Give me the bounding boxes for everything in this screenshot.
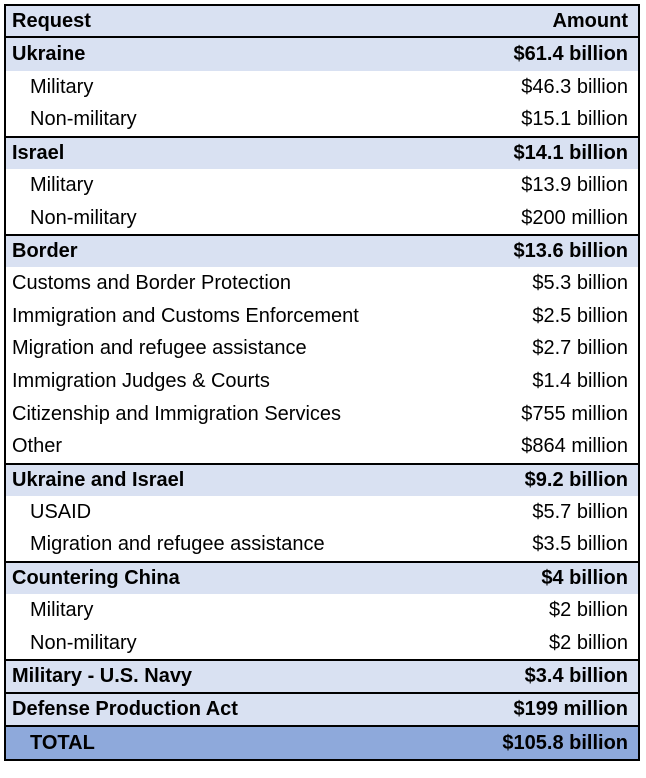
table-row: Migration and refugee assistance $3.5 bi… [6,529,638,562]
row-label: Migration and refugee assistance [30,533,325,556]
row-label: Non-military [30,206,137,229]
table-row: Other $864 million [6,430,638,463]
table-row: Customs and Border Protection $5.3 billi… [6,267,638,300]
table-header: Request Amount [6,6,638,38]
category-label: Israel [12,142,65,165]
category-row-border: Border $13.6 billion [6,234,638,268]
table-row: Military $2 billion [6,594,638,627]
category-amount: $13.6 billion [513,240,628,263]
total-amount: $105.8 billion [502,731,628,754]
row-amount: $15.1 billion [521,108,628,131]
row-label: Military [30,75,94,98]
row-label: Immigration Judges & Courts [12,369,270,392]
row-label: Citizenship and Immigration Services [12,402,342,425]
category-label: Border [12,240,78,263]
category-amount: $199 million [513,698,629,721]
table-row: Migration and refugee assistance $2.7 bi… [6,333,638,366]
category-label: Ukraine [12,43,86,65]
row-label: Military [30,598,94,621]
table-row: Military $13.9 billion [6,169,638,202]
category-label: Ukraine and Israel [12,468,185,491]
row-amount: $2 billion [549,598,628,621]
category-row-defense-production-act: Defense Production Act $199 million [6,692,638,726]
table-row: Non-military $2 billion [6,627,638,660]
header-request: Request [12,9,91,32]
row-amount: $46.3 billion [521,75,628,98]
table-row: Immigration and Customs Enforcement $2.5… [6,300,638,333]
table-row: Citizenship and Immigration Services $75… [6,398,638,431]
category-amount: $14.1 billion [513,142,628,165]
category-label: Defense Production Act [12,698,238,721]
row-amount: $2 billion [549,631,628,654]
table-row: Non-military $200 million [6,202,638,235]
category-row-countering-china: Countering China $4 billion [6,561,638,595]
category-label: Countering China [12,567,180,590]
header-amount: Amount [552,9,628,32]
row-label: Non-military [30,108,137,131]
category-row-ukraine-and-israel: Ukraine and Israel $9.2 billion [6,462,638,496]
total-row: TOTAL $105.8 billion [6,725,638,760]
row-amount: $2.7 billion [532,337,628,360]
row-label: Military [30,173,94,196]
category-amount: $61.4 billion [513,43,628,65]
category-row-navy: Military - U.S. Navy $3.4 billion [6,659,638,693]
row-amount: $864 million [521,435,628,458]
table-row: Non-military $15.1 billion [6,104,638,137]
row-label: Non-military [30,631,137,654]
total-label: TOTAL [30,731,95,754]
category-amount: $3.4 billion [524,665,628,688]
row-label: Migration and refugee assistance [12,337,307,360]
table-row: USAID $5.7 billion [6,496,638,529]
row-label: Customs and Border Protection [12,272,292,295]
category-amount: $9.2 billion [524,468,628,491]
row-amount: $2.5 billion [532,304,628,327]
table-row: Military $46.3 billion [6,71,638,104]
row-amount: $5.3 billion [532,272,628,295]
row-amount: $5.7 billion [532,500,628,523]
row-label: Other [12,435,63,458]
category-label: Military - U.S. Navy [12,665,193,688]
row-amount: $755 million [521,402,628,425]
row-amount: $13.9 billion [521,173,628,196]
row-amount: $200 million [521,206,628,229]
table-row: Immigration Judges & Courts $1.4 billion [6,365,638,398]
row-amount: $3.5 billion [532,533,628,556]
category-row-israel: Israel $14.1 billion [6,136,638,170]
funding-request-table: Request Amount Ukraine $61.4 billion Mil… [4,4,640,762]
category-row-ukraine: Ukraine $61.4 billion [6,38,638,71]
category-amount: $4 billion [541,567,628,590]
row-amount: $1.4 billion [532,369,628,392]
row-label: USAID [30,500,92,523]
row-label: Immigration and Customs Enforcement [12,304,359,327]
